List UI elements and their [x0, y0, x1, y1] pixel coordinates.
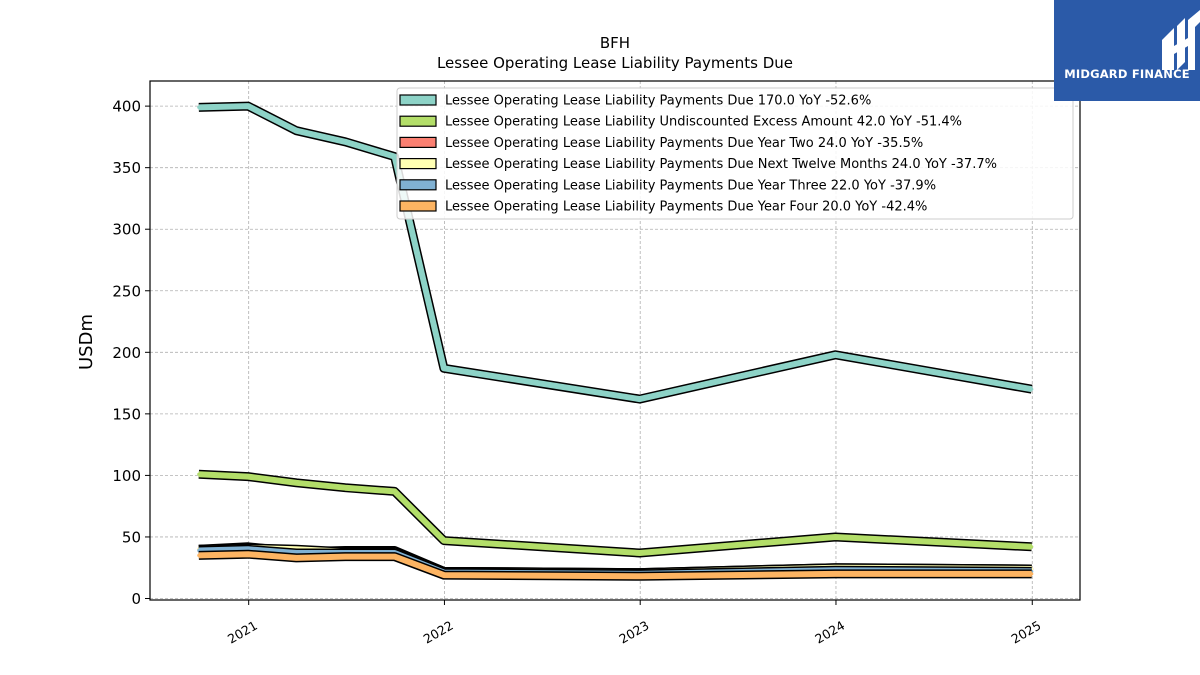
y-tick-label: 0 [131, 590, 141, 608]
y-tick-label: 350 [112, 159, 141, 177]
logo-icon [1162, 10, 1200, 70]
legend-swatch [399, 136, 437, 148]
data-point [392, 154, 397, 159]
data-point [392, 555, 397, 559]
data-point [392, 489, 397, 494]
series-layer [197, 101, 1034, 581]
data-point [294, 481, 299, 485]
y-tick-label: 150 [112, 405, 141, 423]
y-tick-label: 50 [122, 528, 141, 546]
data-point [638, 397, 642, 401]
legend-entry: Lessee Operating Lease Liability Payment… [445, 178, 936, 193]
data-point [1030, 387, 1034, 391]
x-tick-label: 2025 [1008, 618, 1043, 647]
legend-entry: Lessee Operating Lease Liability Payment… [445, 157, 997, 172]
data-point [833, 572, 838, 576]
data-point [246, 104, 250, 108]
legend-swatch [399, 94, 437, 106]
data-point [1030, 572, 1034, 576]
y-axis: 0 50 100 150 200 250 300 350 400 [112, 98, 150, 608]
y-tick-label: 250 [112, 282, 141, 300]
legend-swatch [399, 158, 437, 170]
x-tick-label: 2022 [421, 618, 456, 647]
logo-text: MIDGARD FINANCE [1064, 67, 1190, 81]
y-tick-label: 200 [112, 344, 141, 362]
legend-entry: Lessee Operating Lease Liability Undisco… [445, 115, 962, 130]
x-axis: 2021 2022 2023 2024 2025 [225, 600, 1044, 647]
y-tick-label: 300 [112, 221, 141, 239]
data-point [638, 574, 642, 578]
chart-title: BFH [600, 34, 630, 52]
legend-swatch [399, 115, 437, 127]
data-point [1030, 545, 1034, 549]
data-point [638, 551, 642, 555]
y-axis-label: USDm [76, 314, 97, 370]
y-tick-label: 100 [112, 467, 141, 485]
x-tick-label: 2023 [616, 618, 651, 647]
data-point [442, 366, 446, 370]
data-point [197, 553, 201, 558]
data-point [294, 556, 299, 560]
brand-logo: MIDGARD FINANCE [1054, 0, 1200, 101]
legend-entry: Lessee Operating Lease Liability Payment… [445, 94, 871, 109]
legend-box [396, 87, 1074, 220]
legend-entry: Lessee Operating Lease Liability Payment… [445, 136, 923, 151]
data-point [833, 535, 838, 539]
legend-entry: Lessee Operating Lease Liability Payment… [445, 200, 927, 215]
y-tick-label: 400 [112, 98, 141, 116]
legend-swatch [399, 200, 437, 212]
x-tick-label: 2021 [225, 618, 260, 647]
legend-swatch [399, 179, 437, 191]
data-point [246, 552, 250, 556]
data-point [197, 472, 201, 476]
data-point [294, 129, 299, 133]
data-point [343, 486, 347, 490]
chart-subtitle: Lessee Operating Lease Liability Payment… [437, 54, 793, 72]
x-tick-label: 2024 [812, 618, 847, 647]
data-point [246, 475, 250, 479]
data-point [833, 353, 838, 357]
data-point [197, 105, 201, 109]
series-line-1 [198, 471, 1032, 556]
data-point [442, 539, 446, 543]
plot-frame [149, 80, 1081, 601]
data-point [343, 555, 347, 559]
legend: Lessee Operating Lease Liability Payment… [396, 87, 1074, 220]
data-point [442, 573, 446, 577]
data-point [343, 140, 347, 144]
